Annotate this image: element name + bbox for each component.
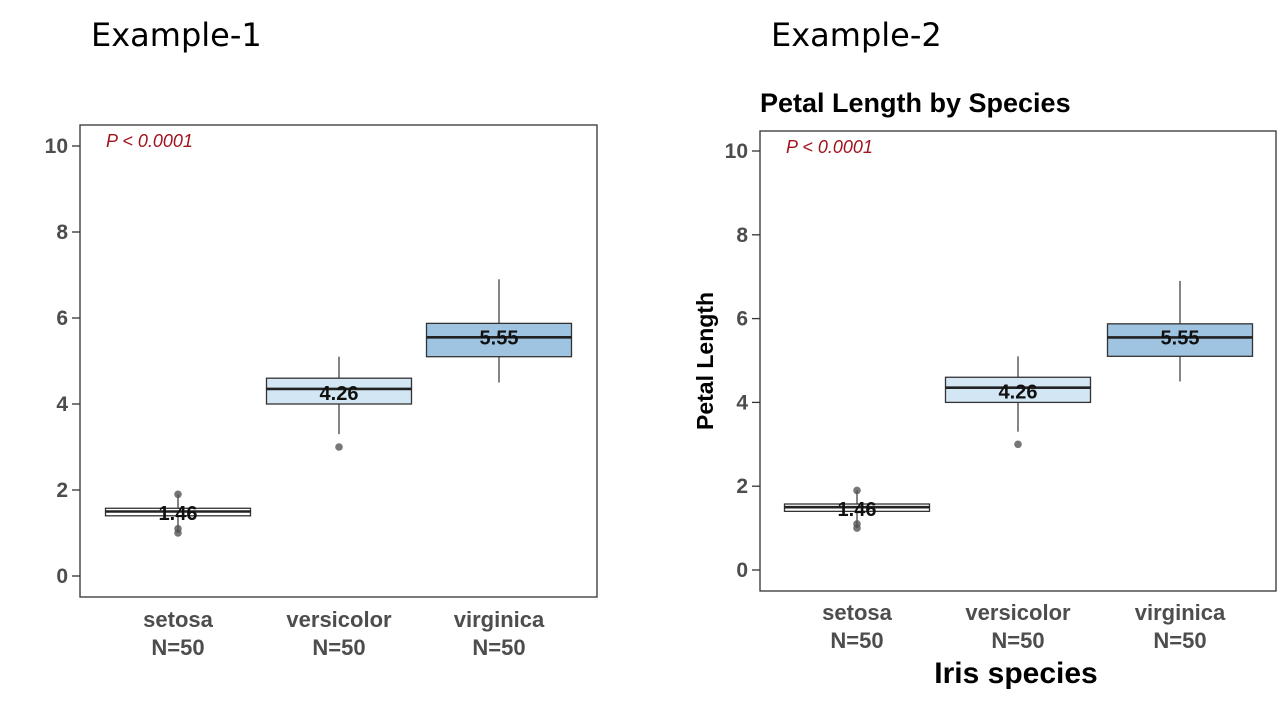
outlier-point (853, 486, 861, 495)
outlier-point (174, 524, 182, 533)
x-axis-title: Iris species (934, 657, 1097, 690)
x-category-label: virginica (454, 607, 545, 632)
y-tick-label: 10 (45, 135, 68, 158)
y-axis-title: Petal Length (692, 292, 718, 430)
y-tick-label: 8 (736, 224, 748, 247)
y-tick-label: 4 (736, 391, 748, 414)
y-tick-label: 0 (56, 565, 68, 588)
p-value-annotation: P < 0.0001 (106, 131, 193, 151)
box-versicolor (265, 377, 413, 405)
x-category-label: setosa (143, 607, 213, 632)
x-category-label: versicolor (965, 600, 1071, 625)
y-tick-label: 0 (736, 559, 748, 582)
mean-label: 1.46 (838, 499, 877, 521)
x-category-label: setosa (822, 600, 892, 625)
y-tick-label: 6 (736, 308, 748, 331)
mean-label: 4.26 (999, 382, 1038, 404)
box-versicolor (944, 376, 1092, 404)
box-virginica (425, 322, 573, 358)
example-2-heading: Example-2 (771, 16, 942, 54)
chart-title: Petal Length by Species (760, 88, 1071, 118)
outlier-point (335, 443, 343, 451)
mean-label: 1.46 (159, 503, 198, 525)
chart-panel-1: 0 2 4 6 8 10 1.46 setosa N=50 4.26 versicolor N=50 5… (45, 124, 598, 660)
x-n-label: N=50 (991, 628, 1044, 653)
x-category-label: versicolor (286, 607, 392, 632)
y-tick-label: 2 (736, 475, 748, 498)
outlier-point (174, 490, 182, 499)
x-category-label: virginica (1135, 600, 1226, 625)
x-n-label: N=50 (830, 628, 883, 653)
y-tick-label: 8 (56, 221, 68, 244)
x-n-label: N=50 (312, 635, 365, 660)
plot-border (79, 124, 598, 598)
y-tick-label: 10 (725, 140, 748, 163)
plot-border (759, 130, 1277, 592)
mean-label: 4.26 (320, 383, 359, 405)
y-tick-label: 6 (56, 307, 68, 330)
box-virginica (1106, 323, 1254, 357)
mean-label: 5.55 (480, 327, 519, 349)
mean-label: 5.55 (1161, 327, 1200, 349)
x-n-label: N=50 (151, 635, 204, 660)
p-value-annotation: P < 0.0001 (786, 137, 873, 157)
x-n-label: N=50 (472, 635, 525, 660)
example-1-heading: Example-1 (91, 16, 262, 54)
chart-panel-2: Petal Length by Species 0 2 4 6 8 10 1.46 setosa… (692, 88, 1277, 690)
outlier-point (1014, 440, 1022, 449)
outlier-point (853, 520, 861, 528)
x-n-label: N=50 (1153, 628, 1206, 653)
y-tick-label: 4 (56, 393, 68, 416)
y-tick-label: 2 (56, 479, 68, 502)
